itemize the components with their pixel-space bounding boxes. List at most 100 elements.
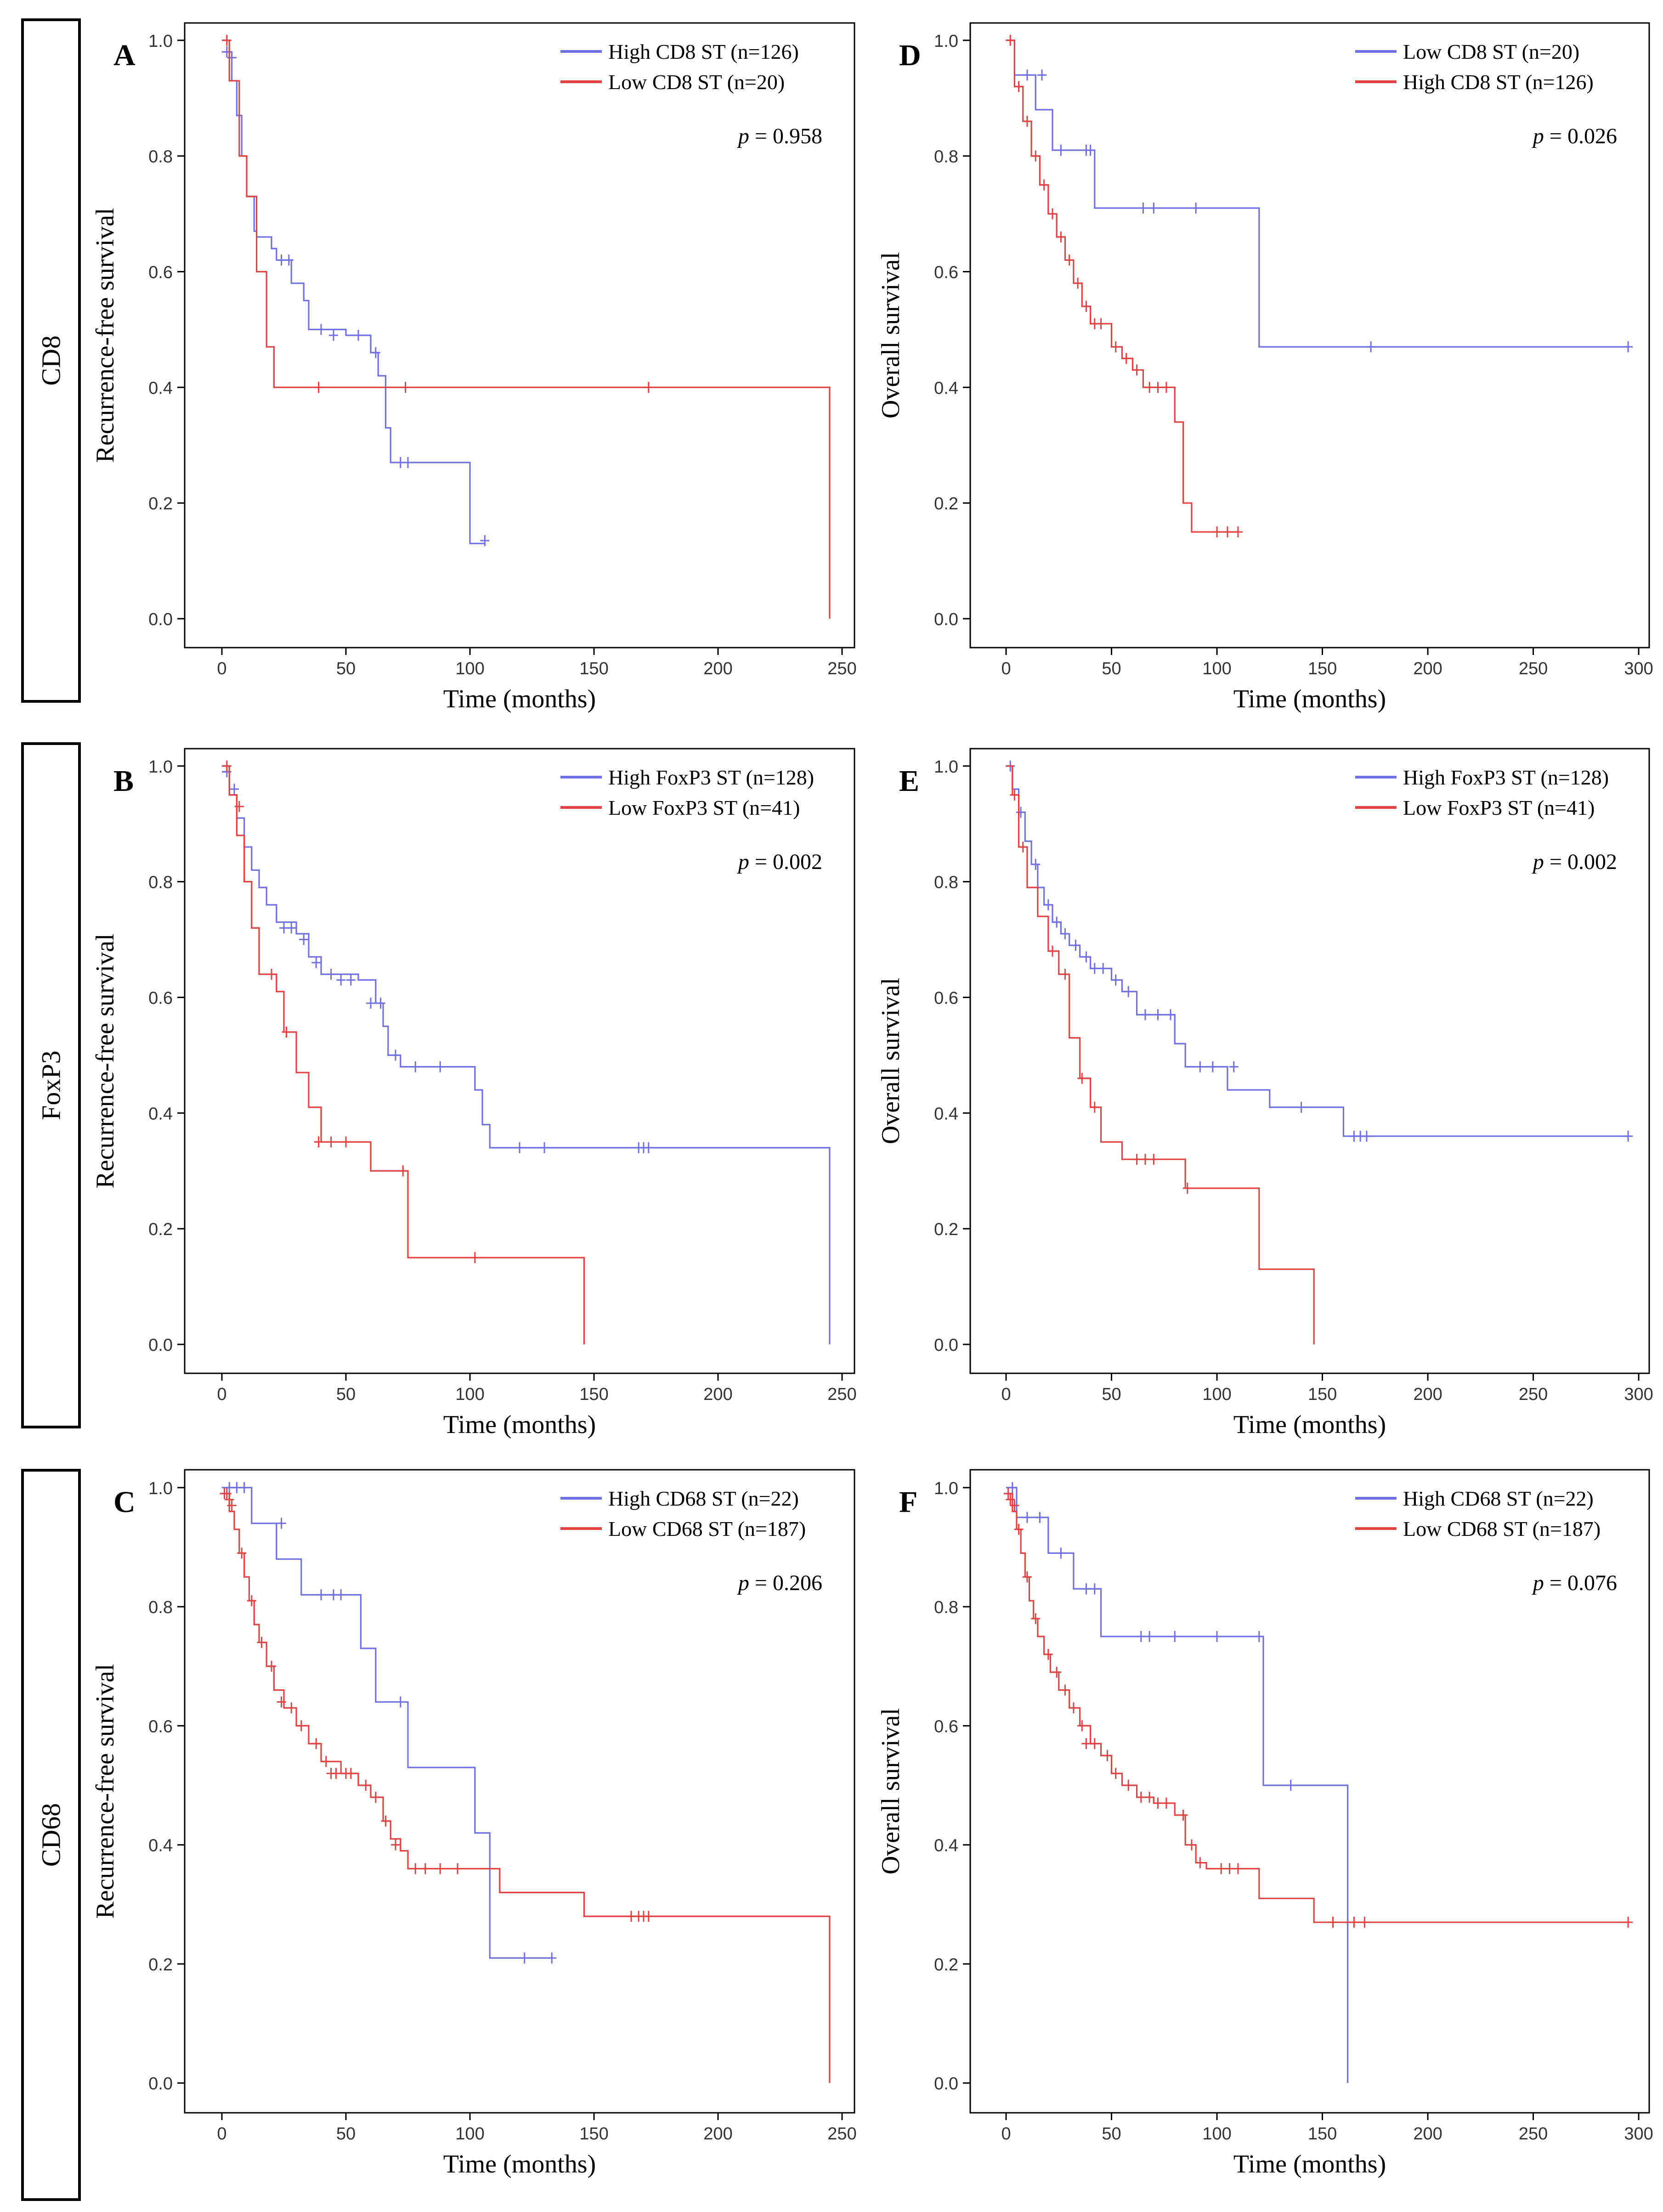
chart-e-xtick-label: 200 [1413,1385,1442,1404]
chart-a-xtick-label: 150 [579,659,608,678]
chart-b-xtick-label: 0 [217,1385,226,1404]
chart-c-censor-mark [396,1696,405,1708]
chart-f-censor-mark [1145,1631,1154,1642]
chart-f-censor-mark [1153,1797,1163,1809]
chart-c-censor-mark [381,1815,390,1827]
chart-c-censor-mark [247,1595,256,1607]
chart-c-legend-label: Low CD68 ST (n=187) [608,1517,806,1540]
chart-d-censor-mark [1039,179,1049,191]
chart-c-series-second-line [222,1493,831,2083]
chart-d-xtick-label: 300 [1624,659,1653,678]
chart-e-xtick-label: 300 [1624,1385,1653,1404]
chart-b-censor-mark [234,801,244,812]
chart-svg-f: F 0.0 0.2 0.4 0.6 0.8 1.0 0 50 100 150 200 250 300 Tim… [877,1469,1653,2178]
chart-f-censor-mark [1136,1631,1146,1642]
chart-e-ytick-label: 0.8 [934,873,958,892]
chart-c-censor-mark [336,1589,346,1601]
chart-a-ytick-label: 0.2 [148,494,173,514]
chart-d-censor-mark [1056,231,1066,243]
chart-f-censor-mark [1170,1631,1180,1642]
chart-a-xtick-label: 200 [703,659,732,678]
chart-d-censor-mark [1145,382,1154,393]
row-box-cd8: CD8 [21,18,81,703]
chart-f-censor-mark [1031,1613,1041,1625]
chart-f-ytick-label: 0.0 [934,2074,958,2094]
chart-a-censor-mark [222,34,232,46]
chart-d-xtick-label: 50 [1102,659,1121,678]
chart-e-censor-mark [1090,963,1099,974]
chart-e-xtick-label: 150 [1308,1385,1337,1404]
chart-f-censor-mark [1043,1648,1053,1660]
chart-a-censor-mark [317,324,326,335]
chart-f-censor-mark [1035,1512,1045,1523]
chart-a-censor-mark [329,330,338,341]
chart-svg-c: C 0.0 0.2 0.4 0.6 0.8 1.0 0 50 100 150 200 250 Time (… [91,1469,857,2178]
chart-a-ytick-label: 0.0 [148,610,173,629]
chart-d-legend-label: High CD8 ST (n=126) [1403,70,1594,94]
chart-c-censor-mark [222,1488,232,1499]
chart-e-censor-mark [1048,945,1058,957]
chart-a-xtick-label: 0 [217,659,226,678]
chart-c-censor-mark [225,1494,234,1505]
chart-f-xtick-label: 300 [1624,2124,1653,2144]
chart-b-xtick-label: 100 [455,1385,484,1404]
chart-c-censor-mark [547,1952,557,1964]
chart-f-censor-mark [1360,1917,1369,1928]
chart-b-censor-mark [230,784,239,795]
chart-a-xtick-label: 100 [455,659,484,678]
chart-e-censor-mark [1124,986,1133,997]
chart-b-censor-mark [411,1061,420,1072]
chart-a-xaxis-label: Time (months) [443,685,596,713]
chart-f-censor-mark [1081,1583,1091,1595]
row-box-foxp3: FoxP3 [21,742,81,1428]
chart-d-ytick-label: 0.8 [934,147,958,167]
chart-f-censor-mark [1233,1863,1243,1874]
chart-b-censor-mark [515,1142,524,1153]
chart-e-xtick-label: 0 [1001,1385,1011,1404]
chart-f-series-first-line [1006,1487,1349,2083]
chart-b-xtick-label: 250 [827,1385,856,1404]
km-panel-f: F 0.0 0.2 0.4 0.6 0.8 1.0 0 50 100 150 200 250 300 Tim… [873,1456,1654,2209]
chart-f-censor-mark [1286,1780,1295,1791]
chart-f-censor-mark [1052,1666,1062,1678]
chart-b-ytick-label: 0.2 [148,1220,173,1239]
chart-e-censor-mark [1208,1061,1217,1072]
row-label-cd8: CD8 [36,335,66,386]
chart-c-censor-mark [644,1911,653,1922]
chart-c-ytick-label: 0.2 [148,1955,173,1975]
chart-e-censor-mark [1052,916,1062,928]
chart-e-censor-mark [1060,969,1070,980]
chart-f-censor-mark [1216,1863,1226,1874]
chart-e-censor-mark [1060,928,1070,939]
row-label-cd68: CD68 [36,1803,66,1867]
chart-b-censor-mark [346,974,356,986]
chart-f-censor-mark [1081,1738,1091,1749]
chart-b-ytick-label: 0.0 [148,1336,173,1355]
chart-a-panel-letter: A [113,39,136,72]
chart-a-censor-mark [403,457,413,468]
chart-f-censor-mark [1003,1488,1013,1499]
chart-f-censor-mark [1006,1494,1015,1505]
chart-d-ytick-label: 0.6 [934,263,958,282]
km-panel-a: A 0.0 0.2 0.4 0.6 0.8 1.0 0 50 100 150 200 250 Time (… [87,9,859,744]
chart-a-censor-mark [354,330,363,341]
chart-f-censor-mark [1225,1863,1234,1874]
chart-svg-a: A 0.0 0.2 0.4 0.6 0.8 1.0 0 50 100 150 200 250 Time (… [91,22,857,713]
chart-e-censor-mark [1010,789,1019,801]
chart-f-panel-letter: F [899,1485,917,1519]
chart-d-xtick-label: 200 [1413,659,1442,678]
chart-b-censor-mark [470,1252,480,1264]
chart-b-ytick-label: 0.4 [148,1104,173,1123]
chart-c-censor-mark [436,1863,445,1874]
chart-f-p-value: p = 0.076 [1532,1571,1617,1595]
chart-d-censor-mark [1233,526,1243,538]
chart-c-xtick-label: 100 [455,2124,484,2144]
chart-e-ytick-label: 1.0 [934,757,958,777]
chart-f-censor-mark [1022,1571,1032,1583]
chart-e-censor-mark [1077,1072,1087,1084]
chart-f-legend-label: High CD68 ST (n=22) [1403,1487,1594,1510]
chart-f-censor-mark [1212,1631,1222,1642]
chart-c-censor-mark [391,1839,400,1851]
chart-a-censor-mark [284,254,294,266]
chart-b-censor-mark [287,922,296,934]
